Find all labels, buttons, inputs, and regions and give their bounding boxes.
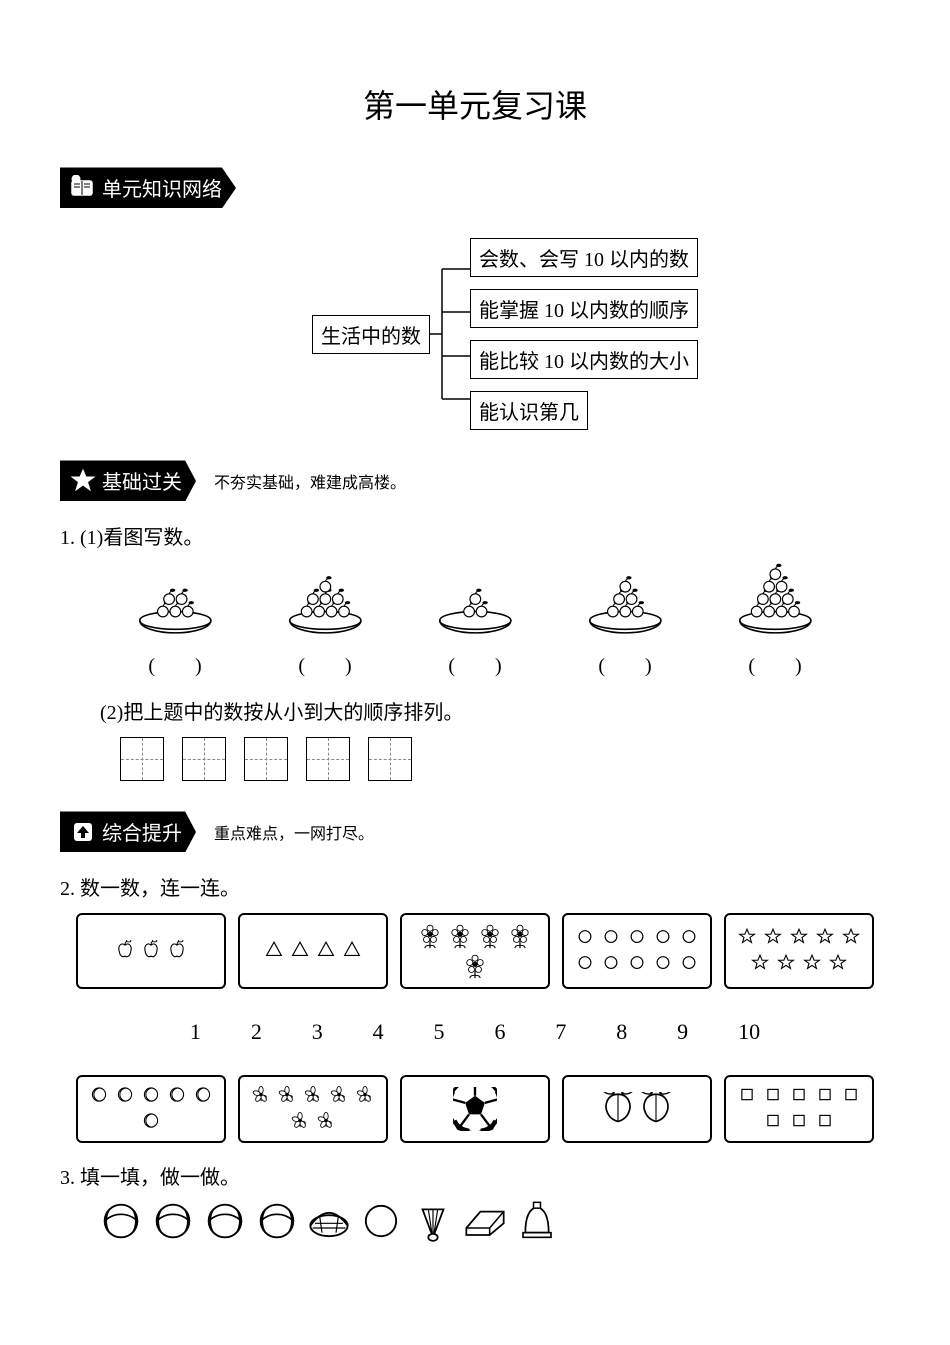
q2-line: 2. 数一数，连一连。	[60, 872, 890, 901]
plates-row	[100, 560, 850, 645]
toy-ball-icon	[100, 1200, 142, 1242]
section-basics: 基础过关 不夯实基础，难建成高楼。	[60, 460, 890, 501]
toy-eraser-icon	[464, 1200, 506, 1242]
tree-root: 生活中的数	[312, 315, 430, 354]
tree-leaf: 能比较 10 以内数的大小	[470, 340, 698, 379]
toy-shuttle-icon	[412, 1200, 454, 1242]
number-line: 1 2 3 4 5 6 7 8 9 10	[140, 1019, 810, 1045]
match-number[interactable]: 2	[251, 1019, 262, 1045]
tree-leaf: 会数、会写 10 以内的数	[470, 238, 698, 277]
up-icon	[70, 819, 96, 845]
answer-paren[interactable]: ( )	[725, 649, 825, 678]
plate	[272, 560, 379, 645]
match-bottom-row	[60, 1075, 890, 1143]
answer-paren[interactable]: ( )	[575, 649, 675, 678]
section-basics-sub: 不夯实基础，难建成高楼。	[214, 469, 406, 493]
match-box[interactable]	[724, 913, 874, 989]
match-box[interactable]	[400, 913, 550, 989]
match-number[interactable]: 9	[677, 1019, 688, 1045]
match-box[interactable]	[76, 1075, 226, 1143]
match-number[interactable]: 4	[373, 1019, 384, 1045]
match-number[interactable]: 7	[555, 1019, 566, 1045]
section-advanced-label: 综合提升	[102, 817, 182, 846]
plate	[722, 560, 829, 645]
tree-leaf: 能掌握 10 以内数的顺序	[470, 289, 698, 328]
answer-paren[interactable]: ( )	[425, 649, 525, 678]
toy-ball-icon	[204, 1200, 246, 1242]
match-number[interactable]: 10	[738, 1019, 760, 1045]
match-number[interactable]: 3	[312, 1019, 323, 1045]
match-box[interactable]	[238, 1075, 388, 1143]
sort-box[interactable]	[182, 737, 226, 781]
answer-paren[interactable]: ( )	[275, 649, 375, 678]
sort-box[interactable]	[244, 737, 288, 781]
match-box[interactable]	[238, 913, 388, 989]
plate	[572, 560, 679, 645]
q1-line: 1. (1)看图写数。	[60, 521, 890, 550]
match-number[interactable]: 8	[616, 1019, 627, 1045]
match-box[interactable]	[724, 1075, 874, 1143]
knowledge-tree: 生活中的数 会数、会写 10 以内的数能掌握 10 以内数的顺序能比较 10 以…	[120, 238, 890, 430]
toy-ball-icon	[152, 1200, 194, 1242]
section-knowledge: 单元知识网络	[60, 167, 890, 208]
toy-ring-icon	[360, 1200, 402, 1242]
sort-box[interactable]	[120, 737, 164, 781]
section-advanced: 综合提升 重点难点，一网打尽。	[60, 811, 890, 852]
page-title: 第一单元复习课	[60, 81, 890, 127]
plate	[422, 560, 529, 645]
paren-row: ( ) ( ) ( ) ( ) ( )	[100, 649, 850, 678]
tree-leaf: 能认识第几	[470, 391, 588, 430]
match-number[interactable]: 5	[434, 1019, 445, 1045]
toy-basket-icon	[308, 1200, 350, 1242]
q1-part2: (2)把上题中的数按从小到大的顺序排列。	[100, 696, 890, 725]
match-box[interactable]	[400, 1075, 550, 1143]
match-number[interactable]: 1	[190, 1019, 201, 1045]
match-box[interactable]	[562, 913, 712, 989]
match-box[interactable]	[562, 1075, 712, 1143]
section-advanced-sub: 重点难点，一网打尽。	[214, 820, 374, 844]
sort-box[interactable]	[306, 737, 350, 781]
toys-row	[100, 1200, 890, 1242]
toy-ball-icon	[256, 1200, 298, 1242]
match-number[interactable]: 6	[494, 1019, 505, 1045]
book-icon	[70, 175, 96, 201]
sort-boxes	[120, 737, 890, 781]
match-top-row	[60, 913, 890, 989]
answer-paren[interactable]: ( )	[125, 649, 225, 678]
sort-box[interactable]	[368, 737, 412, 781]
match-box[interactable]	[76, 913, 226, 989]
section-basics-label: 基础过关	[102, 466, 182, 495]
toy-bell-icon	[516, 1200, 558, 1242]
section-knowledge-label: 单元知识网络	[102, 173, 222, 202]
star-icon	[70, 468, 96, 494]
q3-line: 3. 填一填，做一做。	[60, 1161, 890, 1190]
plate	[122, 560, 229, 645]
